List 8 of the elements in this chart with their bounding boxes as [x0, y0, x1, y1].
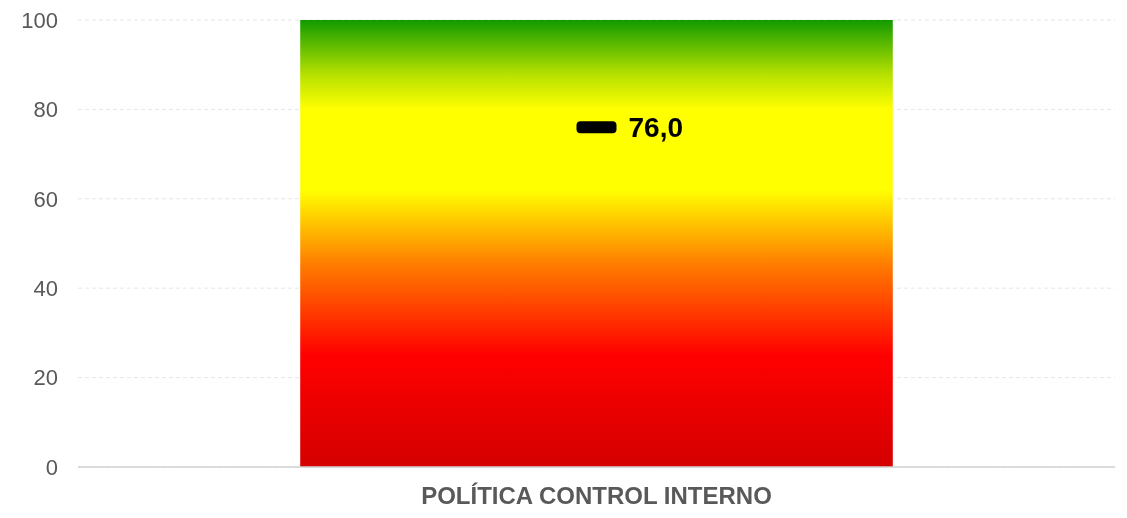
y-tick-label: 60 [33, 186, 58, 212]
y-tick-label: 20 [33, 365, 58, 391]
y-tick-label: 0 [45, 454, 58, 480]
y-tick-label: 100 [21, 7, 58, 33]
y-tick-label: 40 [33, 275, 58, 301]
y-tick-label: 80 [33, 97, 58, 123]
x-tick-label: POLÍTICA CONTROL INTERNO [421, 482, 772, 509]
data-label: 76,0 [628, 112, 683, 144]
